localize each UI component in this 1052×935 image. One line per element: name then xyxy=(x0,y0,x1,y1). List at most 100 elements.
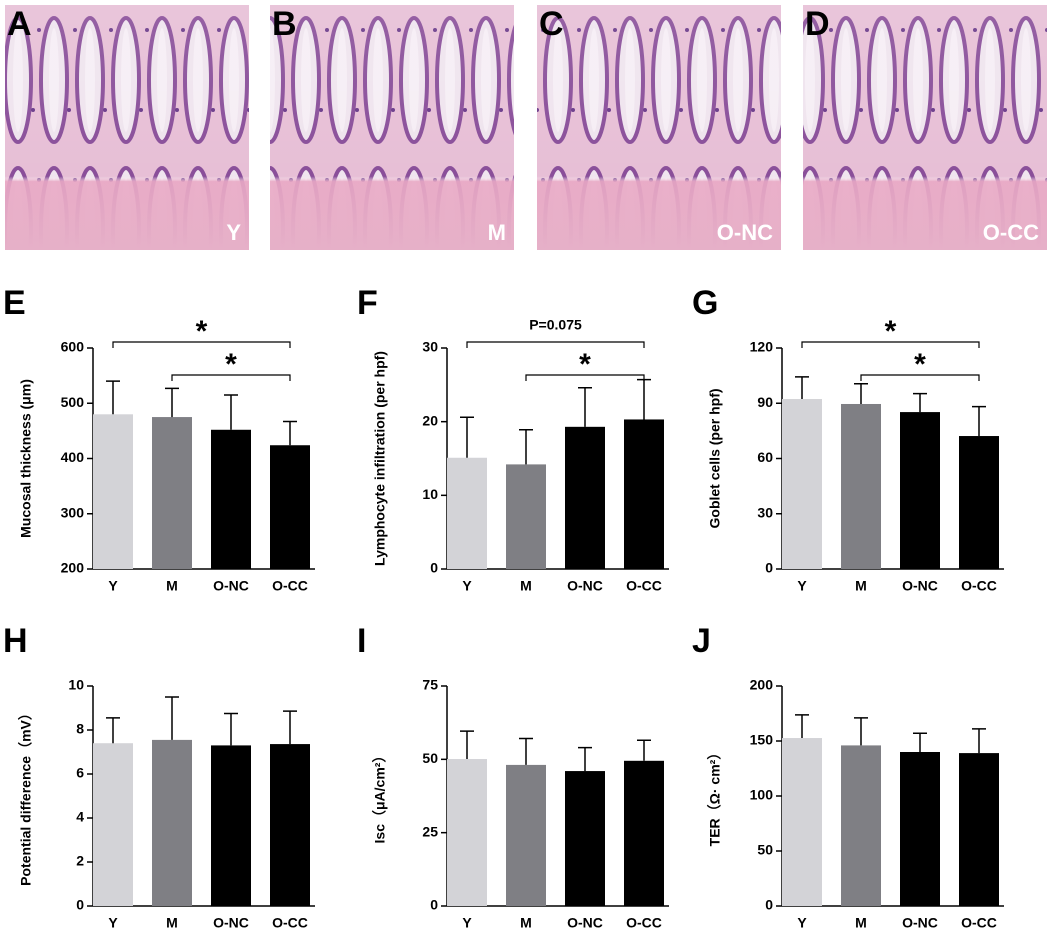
image-group-label: M xyxy=(488,220,506,245)
y-axis-label: TER（Ω· cm²） xyxy=(707,746,723,847)
bar xyxy=(624,419,664,569)
y-tick-label: 8 xyxy=(76,721,84,737)
y-tick-label: 0 xyxy=(765,560,773,576)
significance-bracket xyxy=(801,341,980,348)
bar xyxy=(959,753,999,906)
x-tick-label: Y xyxy=(462,578,472,594)
x-tick-label: O-NC xyxy=(567,578,603,594)
error-bar xyxy=(795,714,809,739)
y-tick-label: 600 xyxy=(61,339,85,355)
y-tick-label: 150 xyxy=(750,732,774,748)
error-bar xyxy=(460,416,474,458)
error-bar xyxy=(165,696,179,740)
x-tick-label: O-CC xyxy=(626,578,662,594)
significance-label: * xyxy=(196,315,208,348)
bar xyxy=(841,403,881,569)
y-tick-label: 90 xyxy=(757,394,773,410)
panel-letter: G xyxy=(692,284,718,322)
bar xyxy=(211,429,251,569)
y-axis-label: Isc（μA/cm²） xyxy=(372,749,388,844)
bar xyxy=(270,445,310,569)
bar xyxy=(782,399,822,569)
bar xyxy=(270,744,310,906)
error-bar xyxy=(165,387,179,418)
significance-bracket xyxy=(112,341,291,348)
bar xyxy=(624,760,664,906)
image-group-label: O-NC xyxy=(717,220,773,245)
y-tick-label: 200 xyxy=(750,677,774,693)
panel-letter: E xyxy=(3,284,26,322)
histology-overlay xyxy=(270,5,514,250)
y-axis-label: Potential difference（mV） xyxy=(18,706,34,886)
x-tick-label: M xyxy=(855,578,867,594)
panel-letter: I xyxy=(357,622,366,660)
y-tick-label: 10 xyxy=(68,677,84,693)
y-tick-label: 25 xyxy=(422,823,438,839)
x-tick-label: O-CC xyxy=(626,915,662,931)
panel-letter: H xyxy=(3,622,28,660)
panel-letter: C xyxy=(539,5,564,43)
significance-label: * xyxy=(914,348,926,381)
y-tick-label: 10 xyxy=(422,486,438,502)
x-tick-label: O-CC xyxy=(272,578,308,594)
panel-letter: F xyxy=(357,284,378,322)
bar xyxy=(506,764,546,906)
y-tick-label: 50 xyxy=(422,750,438,766)
significance-bracket xyxy=(860,374,980,381)
error-bar xyxy=(637,739,651,761)
y-tick-label: 0 xyxy=(430,560,438,576)
y-tick-label: 4 xyxy=(76,809,84,825)
panel-letter: A xyxy=(7,5,32,43)
x-tick-label: O-NC xyxy=(902,578,938,594)
x-tick-label: O-CC xyxy=(272,915,308,931)
y-tick-label: 60 xyxy=(757,449,773,465)
error-bar xyxy=(224,394,238,430)
error-bar xyxy=(854,382,868,404)
histology-overlay xyxy=(5,5,249,250)
x-tick-label: Y xyxy=(108,578,118,594)
bar xyxy=(447,759,487,906)
x-tick-label: Y xyxy=(797,915,807,931)
panel-letter: J xyxy=(692,622,711,660)
y-tick-label: 30 xyxy=(757,504,773,520)
bar xyxy=(447,457,487,569)
x-tick-label: M xyxy=(520,578,532,594)
y-tick-label: 75 xyxy=(422,677,438,693)
significance-label: * xyxy=(225,348,237,381)
x-tick-label: O-CC xyxy=(961,578,997,594)
error-bar xyxy=(283,420,297,446)
bar xyxy=(841,745,881,906)
bar xyxy=(565,771,605,906)
bar xyxy=(152,417,192,569)
bar xyxy=(93,743,133,906)
x-tick-label: O-NC xyxy=(567,915,603,931)
error-bar xyxy=(854,717,868,746)
y-tick-label: 400 xyxy=(61,449,85,465)
error-bar xyxy=(519,429,533,465)
error-bar xyxy=(972,405,986,437)
error-bar xyxy=(224,712,238,746)
bar xyxy=(506,464,546,569)
x-tick-label: M xyxy=(166,578,178,594)
y-tick-label: 6 xyxy=(76,765,84,781)
error-bar xyxy=(106,717,120,744)
significance-bracket xyxy=(525,374,645,381)
significance-label: * xyxy=(885,315,897,348)
y-tick-label: 0 xyxy=(430,897,438,913)
y-axis-label: Goblet cells (per hpf) xyxy=(707,388,723,528)
y-tick-label: 2 xyxy=(76,853,84,869)
bar xyxy=(152,739,192,906)
x-tick-label: O-CC xyxy=(961,915,997,931)
error-bar xyxy=(578,746,592,772)
x-tick-label: Y xyxy=(797,578,807,594)
bar xyxy=(211,745,251,906)
error-bar xyxy=(283,710,297,745)
error-bar xyxy=(106,380,120,415)
significance-label: P=0.075 xyxy=(529,317,582,333)
y-tick-label: 500 xyxy=(61,394,85,410)
x-tick-label: O-NC xyxy=(902,915,938,931)
error-bar xyxy=(637,378,651,420)
x-tick-label: M xyxy=(520,915,532,931)
y-tick-label: 30 xyxy=(422,339,438,355)
y-tick-label: 120 xyxy=(750,339,774,355)
